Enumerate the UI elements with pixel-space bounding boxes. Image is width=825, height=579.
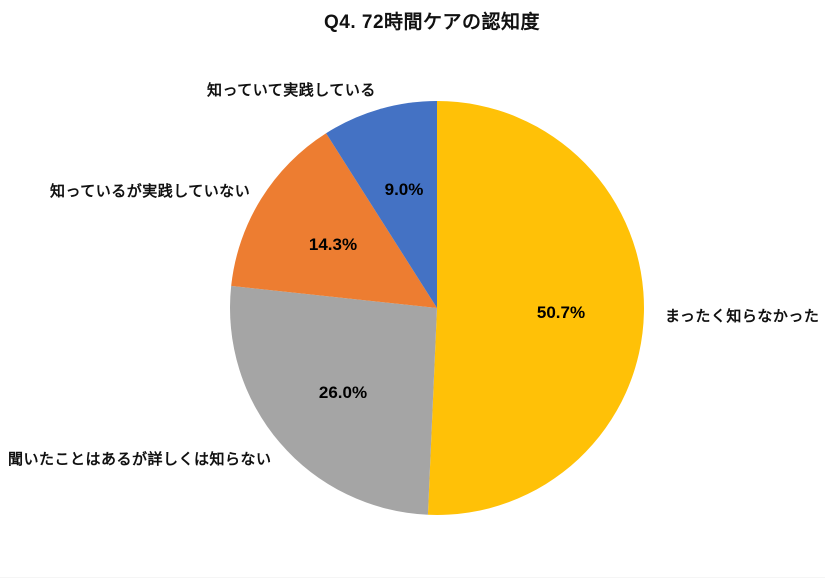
pie-slice-3: [326, 101, 437, 308]
slice-percent-not-known-at-all: 50.7%: [536, 303, 586, 322]
slice-percent-heard-but-no-details: 26.0%: [318, 383, 368, 402]
slice-percent-know-and-practicing: 9.0%: [384, 180, 424, 199]
slice-label-know-and-practicing: 知っていて実践している: [207, 82, 376, 99]
bottom-edge-line: [0, 577, 825, 578]
slice-label-know-not-practicing: 知っているが実践していない: [50, 183, 251, 200]
slice-label-heard-but-no-details: 聞いたことはあるが詳しくは知らない: [8, 451, 272, 468]
pie-slice-0: [427, 101, 644, 515]
slice-percent-know-not-practicing: 14.3%: [308, 235, 358, 254]
pie-slice-2: [231, 133, 437, 308]
pie-slice-1: [230, 285, 437, 515]
chart-title: Q4. 72時間ケアの認知度: [323, 12, 541, 33]
slice-label-not-known-at-all: まったく知らなかった: [665, 308, 820, 325]
